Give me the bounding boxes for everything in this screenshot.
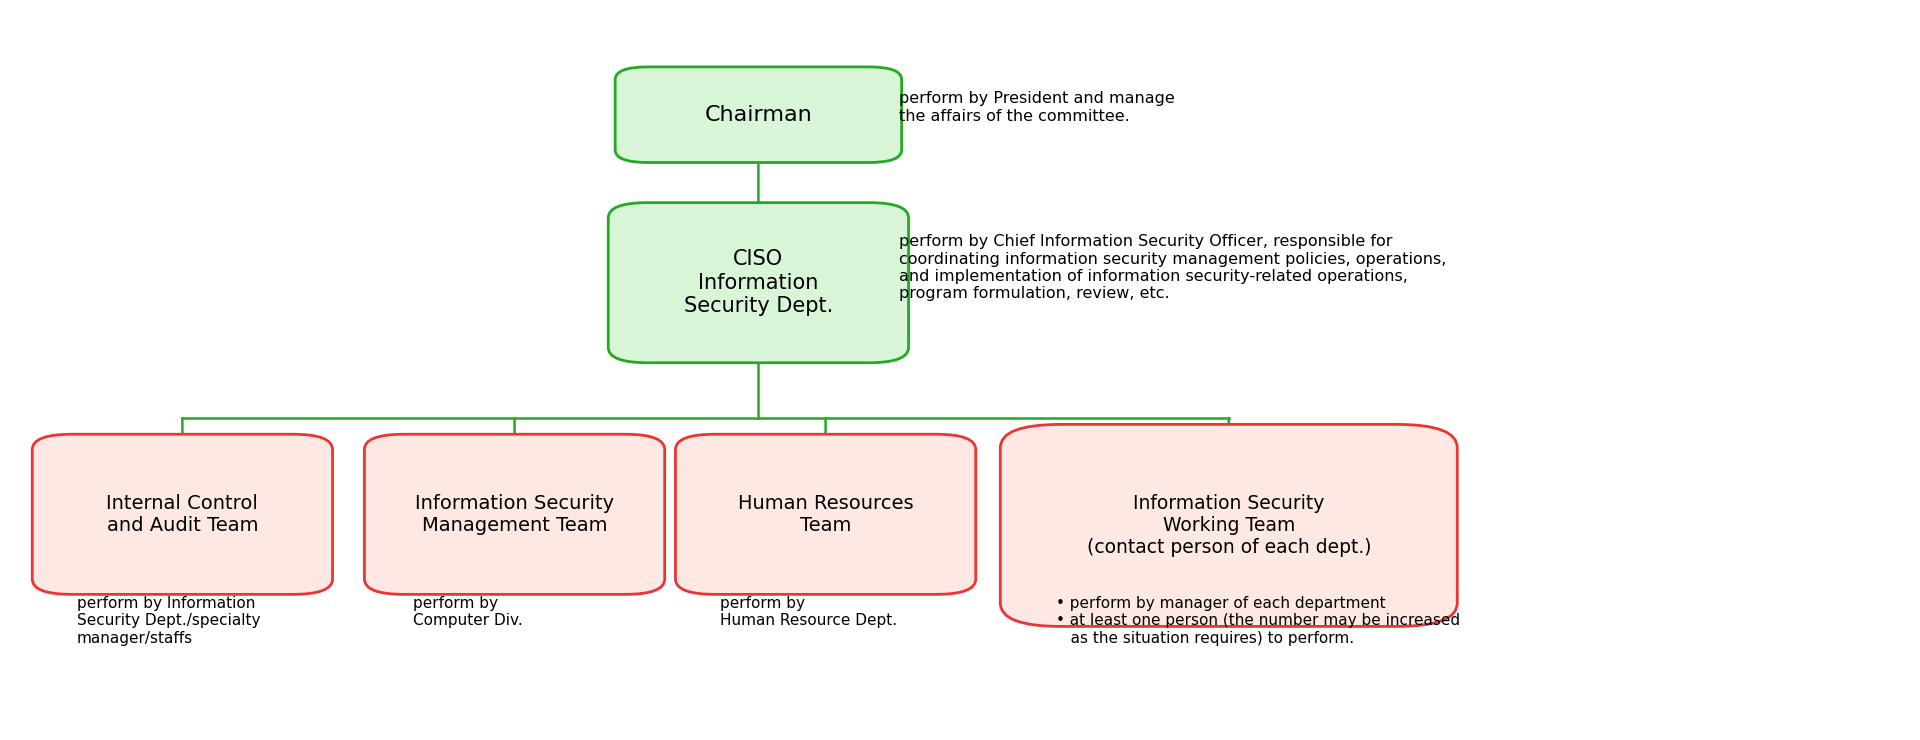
Text: Information Security
Working Team
(contact person of each dept.): Information Security Working Team (conta… <box>1087 494 1371 557</box>
Text: perform by
Computer Div.: perform by Computer Div. <box>413 596 522 628</box>
FancyBboxPatch shape <box>365 434 664 594</box>
Text: perform by President and manage
the affairs of the committee.: perform by President and manage the affa… <box>899 91 1175 124</box>
FancyBboxPatch shape <box>609 203 908 363</box>
FancyBboxPatch shape <box>676 434 975 594</box>
Text: Chairman: Chairman <box>705 104 812 125</box>
Text: perform by Information
Security Dept./specialty
manager/staffs: perform by Information Security Dept./sp… <box>77 596 261 645</box>
Text: perform by Chief Information Security Officer, responsible for
coordinating info: perform by Chief Information Security Of… <box>899 235 1446 301</box>
Text: perform by
Human Resource Dept.: perform by Human Resource Dept. <box>720 596 897 628</box>
Text: • perform by manager of each department
• at least one person (the number may be: • perform by manager of each department … <box>1056 596 1459 645</box>
Text: Internal Control
and Audit Team: Internal Control and Audit Team <box>106 494 259 535</box>
Text: CISO
Information
Security Dept.: CISO Information Security Dept. <box>684 249 833 316</box>
FancyBboxPatch shape <box>1000 424 1457 626</box>
Text: Human Resources
Team: Human Resources Team <box>737 494 914 535</box>
Text: Information Security
Management Team: Information Security Management Team <box>415 494 614 535</box>
FancyBboxPatch shape <box>33 434 332 594</box>
FancyBboxPatch shape <box>614 67 902 163</box>
